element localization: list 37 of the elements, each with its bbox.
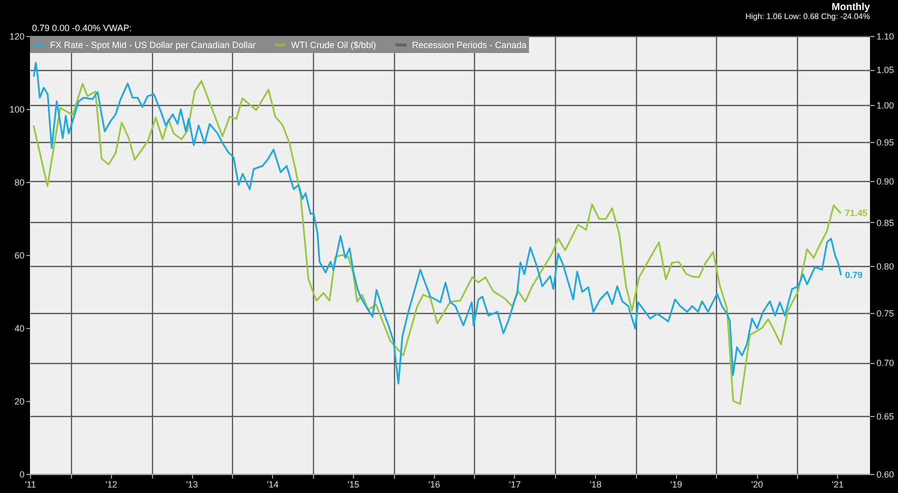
x-tick-label: '12 [106,480,118,490]
x-tick-label: '19 [670,480,682,490]
y-tick-label: 120 [9,32,24,42]
legend-label: WTI Crude Oil ($/bbl) [291,40,376,50]
chart-title: Monthly [832,2,870,13]
legend-label: FX Rate - Spot Mid - US Dollar per Canadian Dollar [50,40,256,50]
x-tick-label: '20 [751,480,763,490]
y2-tick-label: 0.70 [876,358,894,368]
x-tick-label: '17 [509,480,521,490]
data-label: 0.79 [845,270,863,280]
y2-tick-label: 0.85 [876,218,894,228]
y2-tick-label: 1.10 [876,32,894,42]
y2-tick-label: 0.75 [876,308,894,318]
y-tick-label: 100 [9,104,24,114]
text: 0.79 0.00 -0.40% VWAP: [32,23,132,33]
x-tick-label: '13 [186,480,198,490]
y-tick-label: 40 [14,324,24,334]
y-tick-label: 80 [14,178,24,188]
x-tick-label: '11 [24,480,36,490]
x-tick-label: '21 [832,480,844,490]
y-tick-label: 20 [14,396,24,406]
y-tick-label: 60 [14,250,24,260]
x-tick-label: '14 [266,480,279,490]
y2-tick-label: 0.65 [876,412,894,422]
x-tick-label: '18 [590,480,602,490]
data-label: 71.45 [844,208,868,218]
y2-tick-label: 0.90 [876,176,894,187]
y2-tick-label: 1.05 [876,65,894,76]
x-tick-label: '15 [348,480,360,490]
legend-label: Recession Periods - Canada [412,40,527,50]
y2-tick-label: 1.00 [876,100,894,110]
chart-subtitle: High: 1.06 Low: 0.68 Chg: -24.04% [745,12,870,21]
x-tick-label: '16 [428,480,440,490]
y2-tick-label: 0.80 [876,262,894,272]
y-tick-label: 0 [19,470,24,480]
y2-tick-label: 0.95 [876,137,894,148]
y2-tick-label: 0.60 [876,470,894,480]
